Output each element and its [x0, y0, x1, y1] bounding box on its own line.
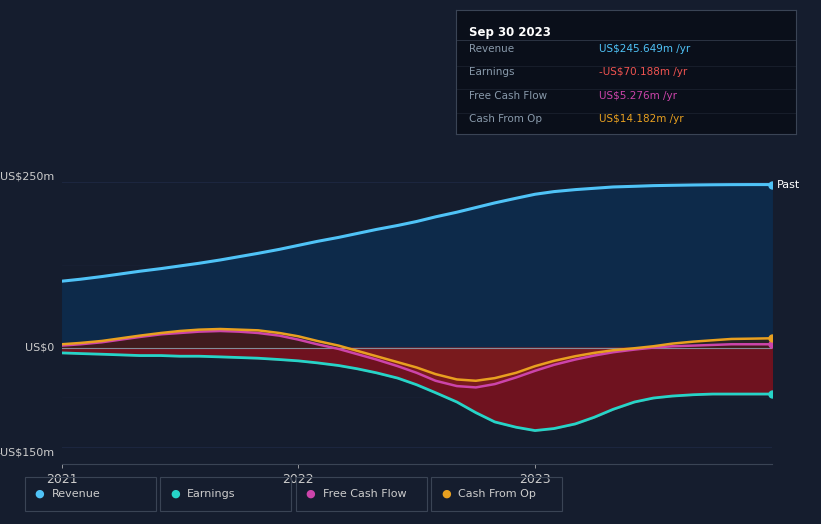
Text: Revenue: Revenue — [52, 489, 100, 499]
Text: Revenue: Revenue — [470, 43, 515, 54]
Text: Earnings: Earnings — [187, 489, 236, 499]
Text: -US$150m: -US$150m — [0, 447, 54, 457]
Text: Cash From Op: Cash From Op — [458, 489, 536, 499]
Text: US$0: US$0 — [25, 343, 54, 353]
Text: US$250m: US$250m — [0, 172, 54, 182]
Text: ●: ● — [170, 489, 180, 499]
Text: Free Cash Flow: Free Cash Flow — [470, 91, 548, 101]
Text: ●: ● — [34, 489, 44, 499]
Text: ●: ● — [441, 489, 451, 499]
Text: US$5.276m /yr: US$5.276m /yr — [599, 91, 677, 101]
Text: Sep 30 2023: Sep 30 2023 — [470, 27, 551, 39]
Text: US$245.649m /yr: US$245.649m /yr — [599, 43, 690, 54]
Text: -US$70.188m /yr: -US$70.188m /yr — [599, 67, 687, 77]
Text: Past: Past — [777, 180, 800, 190]
Text: Cash From Op: Cash From Op — [470, 114, 543, 124]
Text: US$14.182m /yr: US$14.182m /yr — [599, 114, 683, 124]
Text: Earnings: Earnings — [470, 67, 515, 77]
Text: ●: ● — [305, 489, 315, 499]
Text: Free Cash Flow: Free Cash Flow — [323, 489, 406, 499]
